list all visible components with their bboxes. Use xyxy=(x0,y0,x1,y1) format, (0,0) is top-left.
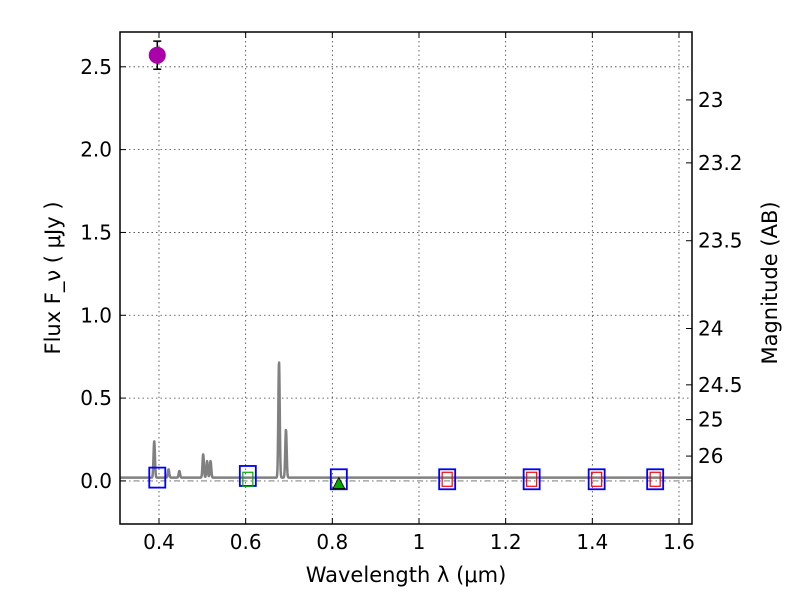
axis-ticks: 0.4 0.6 0.8 1 1.2 1.4 1.6 0.0 0.5 1.0 1.5 2.0 2.5 23 2… xyxy=(80,32,743,554)
y-tick-label: 2.0 xyxy=(80,138,112,162)
observed-limit-point xyxy=(591,471,603,487)
plot-area xyxy=(119,40,693,491)
y-tick-label: 1.0 xyxy=(80,303,112,327)
y-tick-label: 0.0 xyxy=(80,469,112,493)
x-tick-label: 1.2 xyxy=(490,530,522,554)
y2-tick-label: 24 xyxy=(698,317,723,341)
x-tick-label: 0.6 xyxy=(230,530,262,554)
model-photometry-point xyxy=(148,466,167,489)
observed-limit-point xyxy=(242,471,254,487)
model-photometry-point xyxy=(522,468,541,491)
model-photometry-point xyxy=(646,468,665,491)
y-tick-label: 2.5 xyxy=(80,55,112,79)
y-tick-label: 0.5 xyxy=(80,386,112,410)
x-tick-label: 0.4 xyxy=(143,530,175,554)
x-tick-label: 1.4 xyxy=(576,530,608,554)
y2-tick-label: 23.2 xyxy=(698,151,743,175)
model-photometry-point xyxy=(329,468,348,491)
y-tick-label: 1.5 xyxy=(80,220,112,244)
y2-tick-label: 23 xyxy=(698,88,723,112)
model-spectrum-line xyxy=(119,361,693,479)
observed-limit-point xyxy=(649,471,661,487)
model-photometry-point xyxy=(438,468,457,491)
model-photometry-point xyxy=(238,465,257,487)
x-tick-label: 1 xyxy=(413,530,426,554)
y-axis-label: Flux F_ν ( μJy ) xyxy=(41,201,66,354)
y2-tick-label: 26 xyxy=(698,444,723,468)
x-tick-label: 0.8 xyxy=(316,530,348,554)
grid-lines xyxy=(120,32,692,524)
observed-limit-point xyxy=(441,471,453,487)
y2-tick-label: 25 xyxy=(698,408,723,432)
observed-limit-point xyxy=(526,471,538,487)
detection-point xyxy=(148,46,166,64)
y2-tick-label: 24.5 xyxy=(698,373,743,397)
model-photometry-point xyxy=(587,468,606,491)
upper-limit-marker xyxy=(332,476,346,489)
x-tick-label: 1.6 xyxy=(663,530,695,554)
plot-frame xyxy=(119,31,693,525)
x-axis-label: Wavelength λ (μm) xyxy=(306,563,507,587)
y2-axis-label: Magnitude (AB) xyxy=(758,201,782,364)
y2-tick-label: 23.5 xyxy=(698,229,743,253)
